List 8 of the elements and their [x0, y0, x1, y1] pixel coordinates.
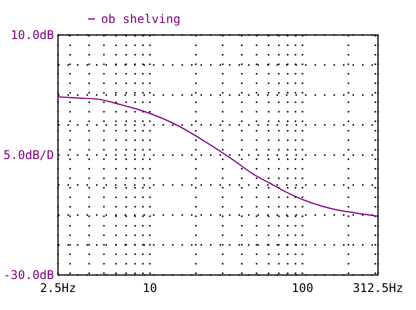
- x-tick-label: 10: [142, 281, 158, 295]
- x-tick-label: 312.5Hz: [352, 281, 404, 295]
- legend-label: ob shelving: [101, 12, 180, 26]
- y-tick-label: -30.0dB: [3, 268, 54, 282]
- x-tick-label: 2.5Hz: [40, 281, 76, 295]
- x-tick-label: 100: [292, 281, 314, 295]
- y-tick-label: 10.0dB: [10, 28, 54, 42]
- y-axis-title: 5.0dB/D: [3, 148, 54, 162]
